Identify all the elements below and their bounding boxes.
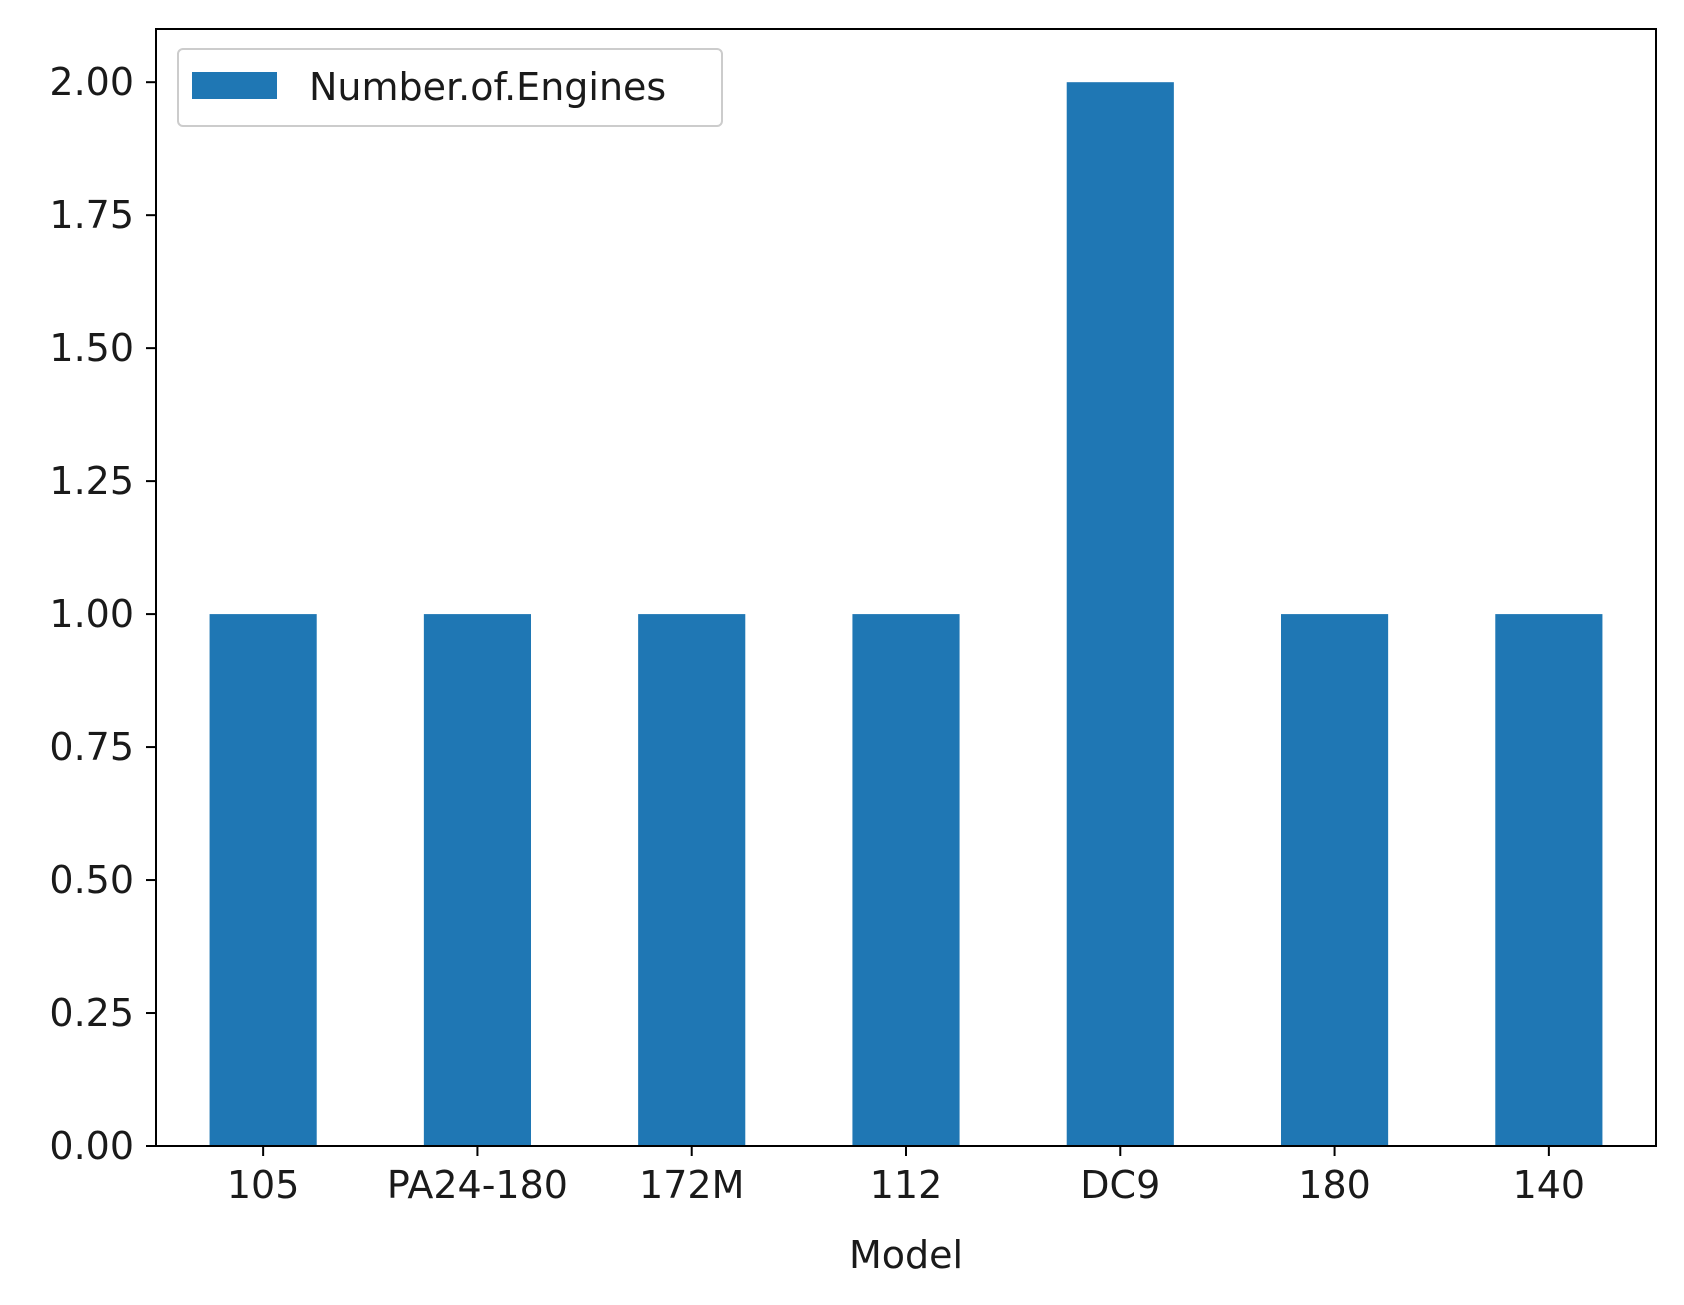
bar-105 [209, 614, 317, 1146]
bars [209, 82, 1603, 1147]
x-axis: 105 PA24-180 172M 112 DC9 180 140 [227, 1146, 1585, 1207]
bar-PA24-180 [423, 614, 531, 1146]
bar-180 [1281, 614, 1389, 1146]
x-tick-label: 112 [870, 1163, 943, 1207]
x-tick-label: 105 [227, 1163, 300, 1207]
y-tick-label: 1.50 [49, 326, 134, 370]
y-tick-label: 1.25 [49, 459, 134, 503]
y-tick-label: 1.00 [49, 592, 134, 636]
y-tick-label: 0.75 [49, 725, 134, 769]
y-tick-label: 0.50 [49, 858, 134, 902]
bar-112 [852, 614, 960, 1146]
x-tick-label: 180 [1298, 1163, 1371, 1207]
legend-label: Number.of.Engines [309, 65, 666, 109]
y-tick-label: 1.75 [49, 193, 134, 237]
legend-box [177, 48, 723, 127]
y-axis: 0.00 0.25 0.50 0.75 1.00 1.25 1.50 1.75 2.00 [49, 60, 156, 1168]
bar-140 [1495, 614, 1603, 1146]
x-tick-label: 172M [639, 1163, 744, 1207]
bar-172M [638, 614, 746, 1146]
x-tick-label: 140 [1513, 1163, 1586, 1207]
y-tick-label: 0.00 [49, 1124, 134, 1168]
bar-DC9 [1066, 82, 1174, 1147]
x-tick-label: PA24-180 [387, 1163, 568, 1207]
y-tick-label: 0.25 [49, 991, 134, 1035]
x-tick-label: DC9 [1080, 1163, 1160, 1207]
legend-swatch [192, 72, 277, 99]
y-tick-label: 2.00 [49, 60, 134, 104]
x-axis-label: Model [849, 1233, 963, 1277]
legend: Number.of.Engines [177, 48, 723, 127]
